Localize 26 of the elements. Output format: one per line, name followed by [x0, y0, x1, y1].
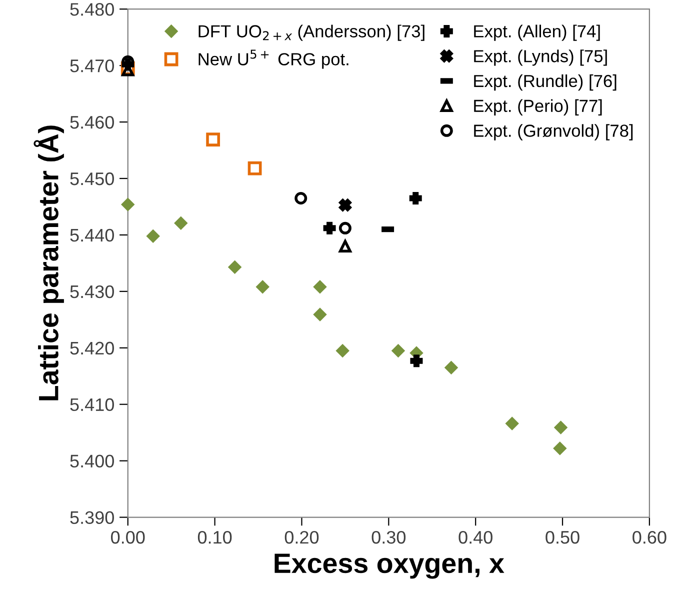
y-tick-label: 5.400	[70, 454, 114, 468]
x-tick-label: 0.50	[546, 530, 580, 544]
x-tick-label: 0.20	[284, 530, 319, 544]
x-tick-label: 0.00	[111, 530, 145, 544]
y-tick-label: 5.470	[70, 59, 114, 72]
y-tick-label: 5.460	[70, 116, 114, 129]
y-tick-label: 5.410	[70, 398, 114, 412]
y-tick-label: 5.450	[70, 172, 114, 186]
y-tick-label: 5.390	[70, 511, 114, 524]
x-tick-label: 0.40	[458, 530, 492, 544]
legend-label: Expt. (Allen) [74]	[474, 24, 600, 41]
y-tick-label: 5.440	[70, 228, 114, 242]
y-tick-label: 5.430	[70, 285, 114, 298]
y-axis-title: Lattice parameter (Å)	[34, 126, 64, 400]
legend-label: New U$^{5+}$ CRG pot.	[198, 50, 348, 69]
legend-label: Expt. (Perio) [77]	[474, 99, 602, 116]
legend-label: Expt. (Rundle) [76]	[474, 74, 616, 91]
x-tick-label: 0.10	[198, 530, 232, 544]
x-tick-label: 0.30	[372, 530, 406, 544]
legend-label: DFT UO$_{2+x}$ (Andersson) [73]	[198, 24, 424, 41]
y-tick-label: 5.480	[70, 3, 114, 16]
legend-label: Expt. (Grønvold) [78]	[474, 124, 633, 140]
x-axis-title: Excess oxygen, x	[274, 554, 504, 579]
y-tick-label: 5.420	[70, 342, 114, 355]
x-tick-label: 0.60	[632, 530, 666, 544]
legend-label: Expt. (Lynds) [75]	[474, 50, 607, 66]
